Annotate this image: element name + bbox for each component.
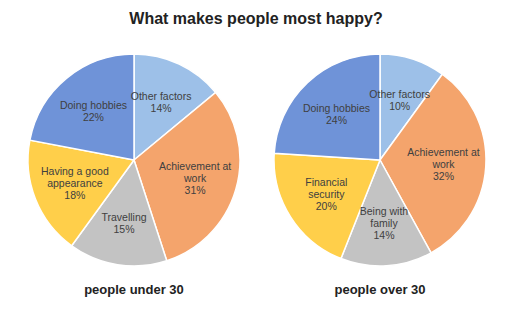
page: {"title": "What makes people most happy?… — [0, 0, 512, 318]
label-line: security — [308, 188, 345, 200]
chart-title: people over 30 — [334, 282, 425, 297]
category-label: Achievement atwork — [407, 146, 479, 170]
category-label: Being withfamily — [360, 205, 409, 229]
label-line: Doing hobbies — [60, 99, 127, 111]
label-line: work — [183, 172, 207, 184]
pie-chart: Other factors10% Achievement atwork32% Bei… — [274, 54, 486, 297]
value-label: 31% — [185, 184, 206, 196]
category-label: Travelling — [101, 211, 146, 223]
category-label: Financialsecurity — [305, 176, 347, 200]
value-label: 18% — [64, 189, 85, 201]
value-label: 32% — [433, 170, 454, 182]
chart-title: people under 30 — [84, 282, 184, 297]
label-line: Having a good — [41, 165, 109, 177]
label-line: Being with — [360, 205, 409, 217]
category-label: Achievement atwork — [159, 160, 231, 184]
label-line: family — [370, 217, 398, 229]
value-label: 10% — [389, 100, 410, 112]
value-label: 14% — [373, 229, 394, 241]
slices — [28, 54, 240, 266]
value-label: 24% — [326, 114, 347, 126]
category-label: Other factors — [369, 88, 430, 100]
label-line: Achievement at — [407, 146, 479, 158]
label-line: appearance — [47, 177, 103, 189]
background — [0, 0, 512, 318]
pie-slice — [274, 54, 380, 160]
label-line: Financial — [305, 176, 347, 188]
value-label: 15% — [114, 223, 135, 235]
label-line: Other factors — [369, 88, 430, 100]
category-label: Doing hobbies — [60, 99, 127, 111]
value-label: 22% — [83, 111, 104, 123]
main-title: What makes people most happy? — [129, 10, 382, 27]
label-line: Doing hobbies — [303, 102, 370, 114]
pie-chart: Other factors14% Achievement atwork31% Tra… — [28, 54, 240, 297]
label-line: work — [431, 158, 455, 170]
data-labels: Other factors10% Achievement atwork32% Bei… — [303, 88, 480, 242]
label-line: Travelling — [101, 211, 146, 223]
category-label: Having a goodappearance — [41, 165, 109, 189]
chart-canvas: What makes people most happy? Other facto… — [0, 0, 512, 318]
pie-slice — [30, 54, 134, 160]
category-label: Other factors — [131, 90, 192, 102]
data-labels: Other factors14% Achievement atwork31% Tra… — [41, 90, 231, 234]
value-label: 14% — [151, 102, 172, 114]
value-label: 20% — [316, 200, 337, 212]
label-line: Achievement at — [159, 160, 231, 172]
label-line: Other factors — [131, 90, 192, 102]
category-label: Doing hobbies — [303, 102, 370, 114]
slices — [274, 54, 486, 266]
